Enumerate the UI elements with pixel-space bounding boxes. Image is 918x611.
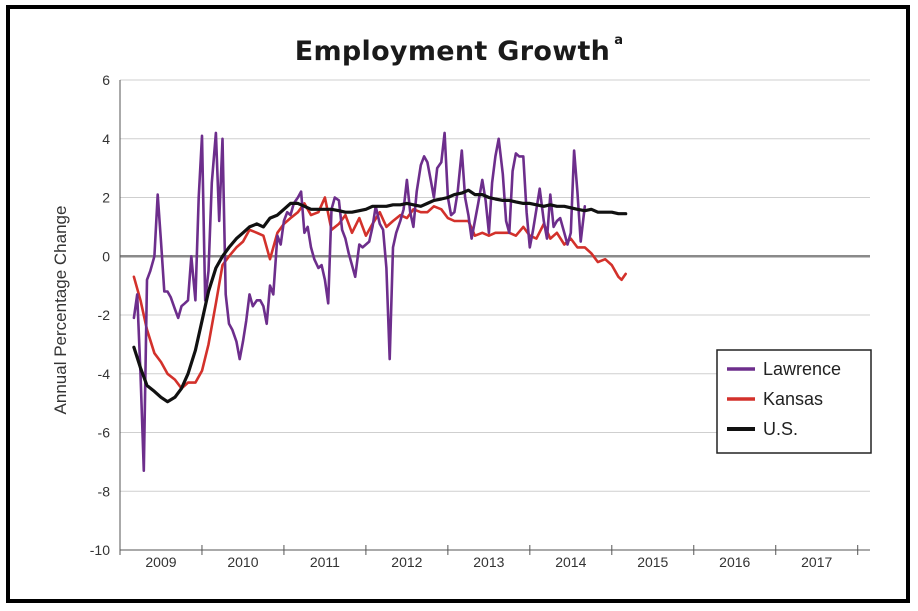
chart-title-text: Employment Growth bbox=[294, 36, 611, 67]
y-axis-label: Annual Percentage Change bbox=[51, 206, 70, 415]
legend-label: U.S. bbox=[763, 419, 798, 439]
legend-label: Kansas bbox=[763, 389, 823, 409]
x-tick-label: 2009 bbox=[145, 554, 176, 570]
y-tick-label: 4 bbox=[102, 131, 110, 147]
series-line-kansas bbox=[132, 196, 627, 390]
x-tick-label: 2013 bbox=[473, 554, 504, 570]
y-axis-ticks: 6 4 2 0 -2 -4 -6 -8 -10 bbox=[90, 72, 110, 558]
x-tick-label: 2014 bbox=[555, 554, 586, 570]
y-tick-label: 6 bbox=[102, 72, 110, 88]
x-tick-label: 2012 bbox=[391, 554, 422, 570]
series-line-us bbox=[132, 188, 628, 404]
x-tick-label: 2015 bbox=[637, 554, 668, 570]
chart-frame bbox=[6, 5, 910, 603]
x-axis: 2009 2010 2011 2012 2013 2014 2015 2016 2017 bbox=[119, 80, 870, 570]
y-tick-label: -8 bbox=[98, 483, 111, 499]
series-line-lawrence bbox=[132, 131, 587, 472]
x-tick-label: 2016 bbox=[719, 554, 750, 570]
legend-label: Lawrence bbox=[763, 359, 841, 379]
y-tick-label: 2 bbox=[102, 190, 110, 206]
x-tick-label: 2017 bbox=[801, 554, 832, 570]
legend: Lawrence Kansas U.S. bbox=[716, 349, 872, 454]
y-tick-label: -4 bbox=[98, 366, 111, 382]
x-tick-label: 2011 bbox=[310, 554, 340, 570]
y-tick-label: -2 bbox=[98, 307, 111, 323]
y-tick-label: -6 bbox=[98, 425, 111, 441]
chart-title: Employment Growth a bbox=[0, 33, 918, 67]
legend-box bbox=[716, 349, 872, 454]
series-lines bbox=[132, 131, 628, 472]
y-tick-label: 0 bbox=[102, 248, 110, 264]
title-footnote-marker: a bbox=[614, 33, 624, 48]
y-tick-label: -10 bbox=[90, 542, 110, 558]
x-tick-label: 2010 bbox=[227, 554, 258, 570]
